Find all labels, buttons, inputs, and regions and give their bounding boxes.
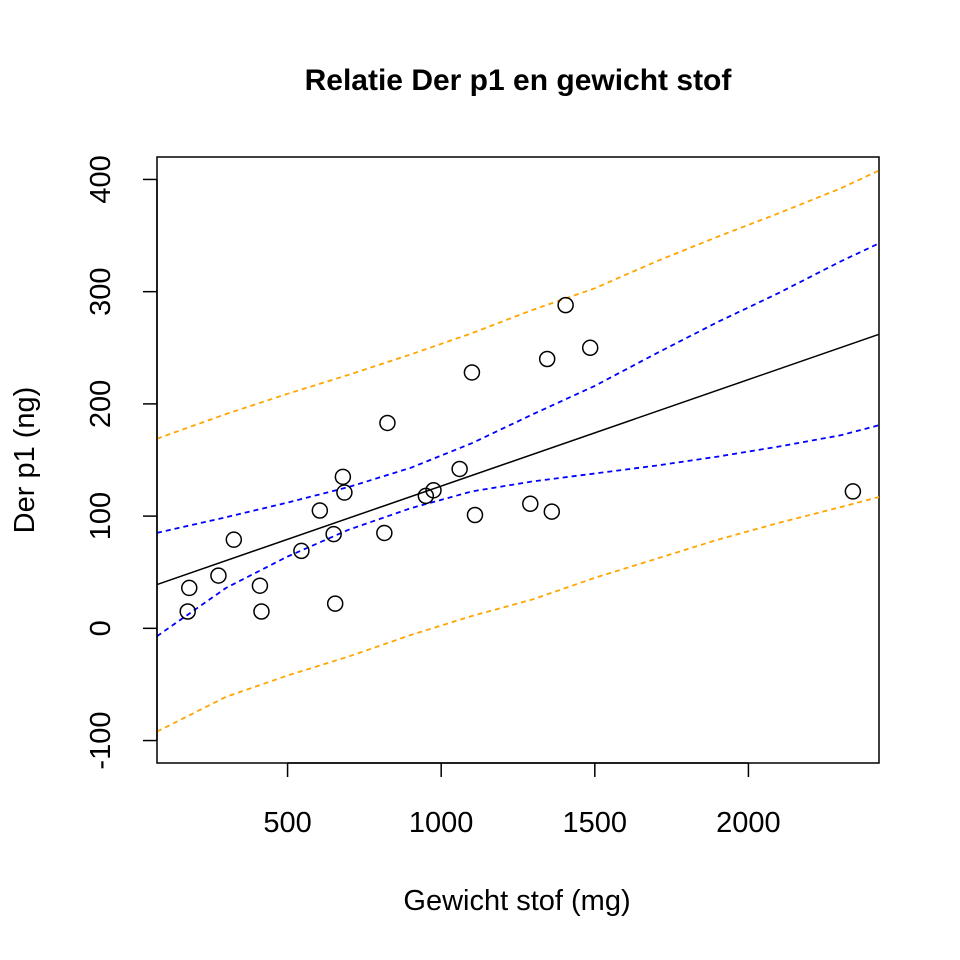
y-axis-label: Der p1 (ng) — [9, 387, 41, 534]
data-point — [325, 525, 342, 543]
data-point — [451, 460, 468, 478]
data-point — [463, 364, 481, 381]
confidence-band-lower-line — [156, 424, 880, 637]
y-tick-label: -100 — [85, 712, 117, 770]
data-point — [251, 577, 269, 594]
y-tick-label: 0 — [85, 620, 117, 636]
confidence-band-upper-line — [156, 242, 880, 534]
data-point — [311, 502, 329, 519]
prediction-band-upper-line — [156, 169, 880, 440]
y-tick-label: 400 — [85, 155, 117, 203]
data-point — [225, 531, 243, 548]
data-point — [538, 350, 556, 368]
data-point — [543, 503, 561, 520]
data-point — [581, 339, 599, 357]
y-tick-label: 100 — [85, 492, 117, 540]
bands-layer — [156, 169, 880, 733]
data-point — [181, 579, 198, 597]
data-point — [293, 542, 310, 560]
fit-layer — [156, 333, 880, 586]
data-point — [466, 506, 484, 524]
data-point — [336, 484, 353, 501]
x-tick-label: 2000 — [716, 807, 781, 839]
chart-title: Relatie Der p1 en gewicht stof — [305, 64, 733, 97]
prediction-band-lower-line — [156, 496, 880, 733]
x-axis-label: Gewicht stof (mg) — [403, 885, 630, 917]
data-point — [557, 296, 574, 314]
y-axis: -100 0 100 200 300 400 — [85, 155, 158, 770]
data-point — [334, 468, 352, 486]
data-point — [376, 524, 393, 542]
data-point — [844, 483, 862, 500]
x-tick-label: 1500 — [563, 807, 628, 839]
x-tick-label: 500 — [263, 807, 311, 839]
data-point — [522, 495, 539, 513]
data-point — [210, 567, 227, 584]
x-tick-label: 1000 — [409, 807, 474, 839]
regression-line — [156, 333, 880, 586]
data-point — [425, 482, 442, 499]
y-tick-label: 200 — [85, 380, 117, 428]
data-point — [379, 414, 396, 432]
points-layer — [179, 296, 862, 620]
data-point — [179, 603, 196, 620]
y-tick-label: 300 — [85, 267, 117, 315]
x-axis: 500 1000 1500 2000 — [263, 762, 781, 839]
data-point — [253, 603, 270, 620]
data-point — [326, 595, 344, 612]
